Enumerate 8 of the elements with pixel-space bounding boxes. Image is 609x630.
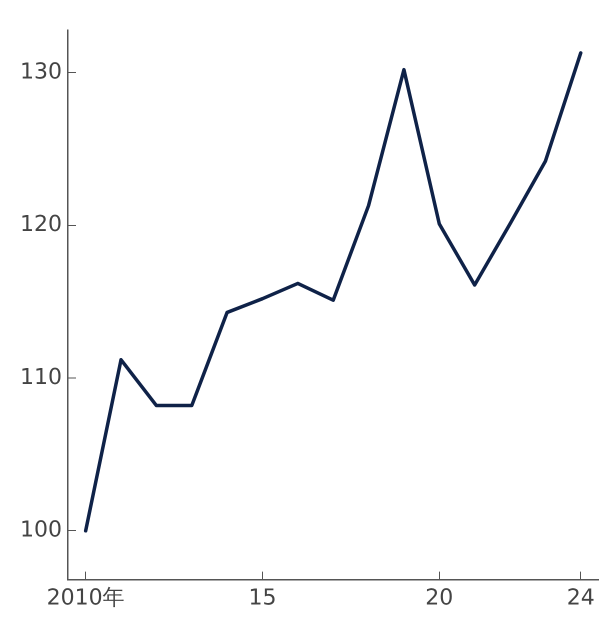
y-tick-label: 120 [20,212,62,238]
x-tick-label: 15 [248,586,276,611]
x-tick-label: 20 [425,586,454,611]
x-tick-label: 24 [566,586,595,611]
y-tick-label: 110 [20,364,62,390]
x-tick-label: 2010年 [46,586,125,611]
y-tick-label: 130 [20,59,62,84]
y-tick-label: 100 [20,517,62,542]
